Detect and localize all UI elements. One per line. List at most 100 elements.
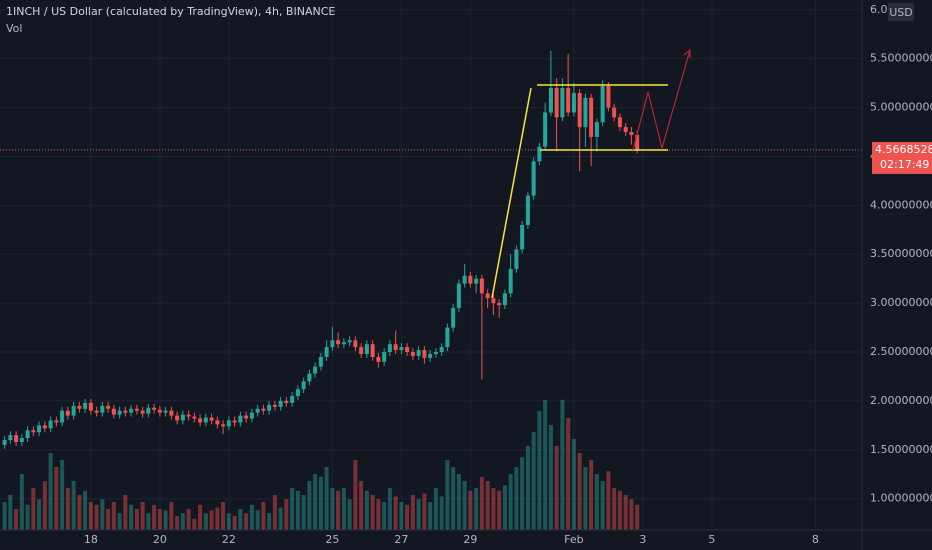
candle-body <box>163 410 168 413</box>
y-tick-label: 1.00000000 <box>870 492 932 505</box>
volume-label: Vol <box>6 22 22 35</box>
volume-bar <box>330 488 335 530</box>
candle-body <box>428 353 433 358</box>
volume-bar <box>244 513 249 530</box>
volume-bar <box>612 488 617 530</box>
candle-body <box>209 417 214 421</box>
candle-body <box>583 97 588 128</box>
volume-bar <box>577 453 582 530</box>
volume-bar <box>548 425 553 530</box>
currency-badge[interactable] <box>888 3 914 21</box>
candle-body <box>485 293 490 299</box>
volume-bar <box>94 504 99 530</box>
candle-body <box>301 381 306 390</box>
volume-bar <box>157 509 162 530</box>
candle-body <box>566 88 571 113</box>
candle-body <box>416 350 421 356</box>
volume-bar <box>255 510 260 530</box>
candle-body <box>617 117 622 128</box>
volume-bar <box>140 502 145 530</box>
candle-body <box>474 278 479 284</box>
candle-body <box>635 134 640 150</box>
candle-body <box>606 86 611 108</box>
candle-body <box>169 410 174 416</box>
volume-bar <box>600 481 605 530</box>
candle-body <box>19 438 24 442</box>
volume-bar <box>54 467 59 530</box>
volume-bar <box>272 495 277 530</box>
candle-body <box>146 407 151 414</box>
volume-bar <box>485 481 490 530</box>
volume-bar <box>14 509 19 530</box>
volume-bar <box>215 507 220 530</box>
volume-bar <box>439 496 444 530</box>
candle-body <box>433 352 438 354</box>
x-tick-label: 5 <box>708 533 715 546</box>
candle-body <box>226 420 231 427</box>
candle-body <box>100 405 105 413</box>
candle-body <box>393 344 398 351</box>
candle-body <box>537 146 542 162</box>
last-price-label: 4.56685284 <box>875 143 932 156</box>
candle-body <box>284 400 289 403</box>
volume-bar <box>88 502 93 530</box>
volume-bar <box>491 488 496 530</box>
y-tick-label: 2.50000000 <box>870 345 932 358</box>
candle-body <box>341 342 346 345</box>
volume-bar <box>376 499 381 530</box>
x-tick-label: 25 <box>325 533 339 546</box>
x-tick-label: 8 <box>812 533 819 546</box>
volume-bar <box>318 476 323 530</box>
x-tick-label: 3 <box>639 533 646 546</box>
volume-bar <box>8 495 13 530</box>
volume-bar <box>290 488 295 530</box>
candle-body <box>278 400 283 407</box>
candle-body <box>129 408 134 413</box>
volume-bar <box>324 467 329 530</box>
candle-body <box>376 356 381 362</box>
volume-bar <box>422 493 427 530</box>
volume-bar <box>117 513 122 530</box>
volume-bar <box>347 499 352 530</box>
volume-bar <box>566 418 571 530</box>
candle-body <box>180 414 185 421</box>
candle-body <box>8 435 13 441</box>
currency-label[interactable]: USD <box>889 6 913 19</box>
volume-bar <box>209 510 214 530</box>
arrow-head <box>683 48 691 58</box>
candle-body <box>525 195 530 225</box>
volume-bar <box>192 518 197 530</box>
volume-bar <box>71 481 76 530</box>
volume-bar <box>583 467 588 530</box>
candle-body <box>330 340 335 348</box>
volume-bar <box>221 502 226 530</box>
candle-body <box>370 344 375 357</box>
candle-body <box>479 278 484 294</box>
candle-body <box>88 402 93 411</box>
x-tick-label: 18 <box>84 533 98 546</box>
candle-body <box>612 107 617 118</box>
candle-body <box>31 430 36 433</box>
candle-body <box>221 424 226 427</box>
candle-body <box>318 356 323 367</box>
volume-bar <box>307 481 312 530</box>
volume-bar <box>629 499 634 530</box>
volume-bar <box>146 513 151 530</box>
candle-body <box>77 405 82 409</box>
candle-body <box>244 415 249 419</box>
volume-bar <box>267 513 272 530</box>
candle-body <box>313 366 318 374</box>
candle-body <box>37 425 42 433</box>
candle-body <box>336 340 341 345</box>
y-tick-label: 5.00000000 <box>870 101 932 114</box>
candle-body <box>175 415 180 421</box>
candle-body <box>186 414 191 417</box>
candle-body <box>468 275 473 284</box>
candle-body <box>543 112 548 147</box>
volume-bar <box>301 495 306 530</box>
volume-bar <box>456 474 461 530</box>
candle-body <box>451 308 456 328</box>
volume-bar <box>520 457 525 530</box>
volume-bar <box>502 485 507 530</box>
